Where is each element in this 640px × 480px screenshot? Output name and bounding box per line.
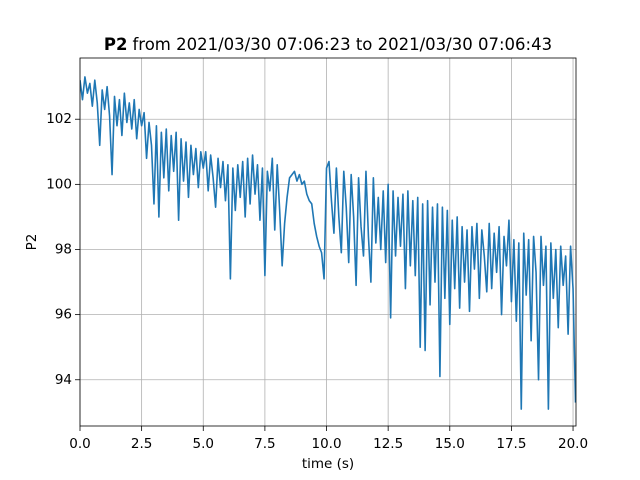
- y-tick-label: 100: [46, 176, 72, 192]
- x-tick-label: 7.5: [254, 436, 275, 452]
- title-rest: from 2021/03/30 07:06:23 to 2021/03/30 0…: [132, 35, 552, 54]
- y-tick-label: 96: [55, 307, 72, 323]
- x-tick-label: 5.0: [193, 436, 214, 452]
- x-tick-label: 15.0: [435, 436, 465, 452]
- title-bold: P2: [104, 35, 128, 54]
- y-tick-label: 94: [55, 372, 72, 388]
- x-tick-label: 2.5: [131, 436, 152, 452]
- series-line: [80, 76, 576, 410]
- x-tick-label: 20.0: [558, 436, 588, 452]
- plot-frame: [79, 57, 577, 427]
- x-tick-label: 12.5: [373, 436, 403, 452]
- x-tick-label: 10.0: [311, 436, 341, 452]
- x-tick-label: 0.0: [69, 436, 90, 452]
- y-axis-label: P2: [24, 234, 40, 251]
- y-tick-label: 102: [46, 111, 72, 127]
- x-axis-label: time (s): [302, 456, 354, 472]
- x-tick-label: 17.5: [496, 436, 526, 452]
- chart-title: P2 from 2021/03/30 07:06:23 to 2021/03/30…: [104, 35, 552, 54]
- y-tick-label: 98: [55, 241, 72, 257]
